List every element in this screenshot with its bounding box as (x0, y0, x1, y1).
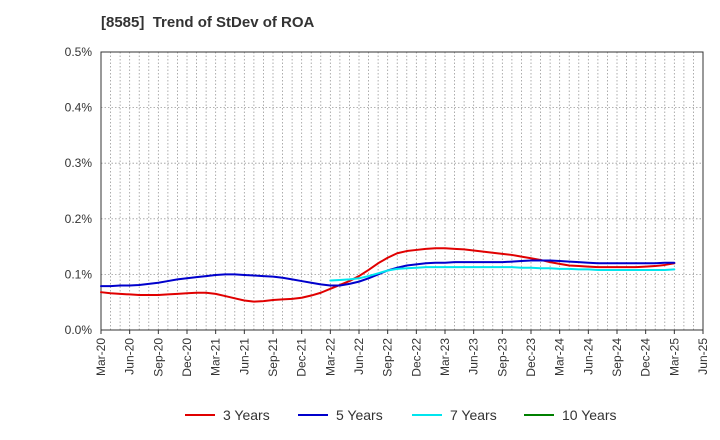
x-tick-label: Sep-24 (610, 338, 624, 377)
series-line-7y (329, 266, 676, 282)
legend-item-5y: 5 Years (298, 404, 383, 426)
x-tick-label: Dec-20 (180, 338, 194, 377)
x-tick-label: Sep-23 (495, 338, 509, 377)
x-tick-label: Mar-23 (438, 338, 452, 376)
legend-swatch (524, 414, 554, 416)
x-tick-label: Mar-25 (667, 338, 681, 376)
x-tick-label: Sep-20 (151, 338, 165, 377)
series-line-3y (100, 247, 676, 303)
x-tick-label: Jun-21 (237, 338, 251, 375)
x-tick-label: Mar-22 (323, 338, 337, 376)
legend-item-7y: 7 Years (412, 404, 497, 426)
x-tick-label: Jun-25 (696, 338, 710, 375)
x-tick-label: Mar-24 (553, 338, 567, 376)
y-tick-label: 0.0% (65, 323, 93, 337)
axis-layer (100, 51, 704, 334)
x-tick-label: Sep-21 (266, 338, 280, 377)
legend-label: 10 Years (562, 407, 617, 423)
plot-frame (100, 51, 704, 331)
x-tick-label: Sep-22 (381, 338, 395, 377)
y-tick-label: 0.4% (65, 101, 93, 115)
x-tick-label: Mar-20 (94, 338, 108, 376)
legend-item-10y: 10 Years (524, 404, 617, 426)
y-tick-label: 0.5% (65, 45, 93, 59)
x-tick-label: Jun-23 (467, 338, 481, 375)
y-tick-label: 0.1% (65, 267, 93, 281)
x-tick-label: Jun-22 (352, 338, 366, 375)
y-tick-label: 0.2% (65, 212, 93, 226)
x-tick-label: Dec-23 (524, 338, 538, 377)
x-tick-label: Jun-24 (581, 338, 595, 375)
y-tick-label: 0.3% (65, 156, 93, 170)
series-layer (100, 247, 676, 303)
legend-label: 7 Years (450, 407, 497, 423)
grid-layer (100, 51, 704, 331)
x-tick-label: Dec-22 (409, 338, 423, 377)
legend-label: 3 Years (223, 407, 270, 423)
legend-swatch (412, 414, 442, 416)
legend-swatch (298, 414, 328, 416)
legend-label: 5 Years (336, 407, 383, 423)
x-tick-label: Dec-24 (639, 338, 653, 377)
x-tick-label: Dec-21 (295, 338, 309, 377)
tick-labels: 0.0% 0.1% 0.2% 0.3% 0.4% 0.5% Mar-20 Jun-20 Sep-… (65, 45, 710, 377)
chart-title: [8585] Trend of StDev of ROA (101, 14, 315, 31)
x-tick-label: Jun-20 (123, 338, 137, 375)
legend-swatch (185, 414, 215, 416)
x-tick-label: Mar-21 (209, 338, 223, 376)
legend: 3 Years 5 Years 7 Years 10 Years (0, 404, 720, 426)
legend-item-3y: 3 Years (185, 404, 270, 426)
